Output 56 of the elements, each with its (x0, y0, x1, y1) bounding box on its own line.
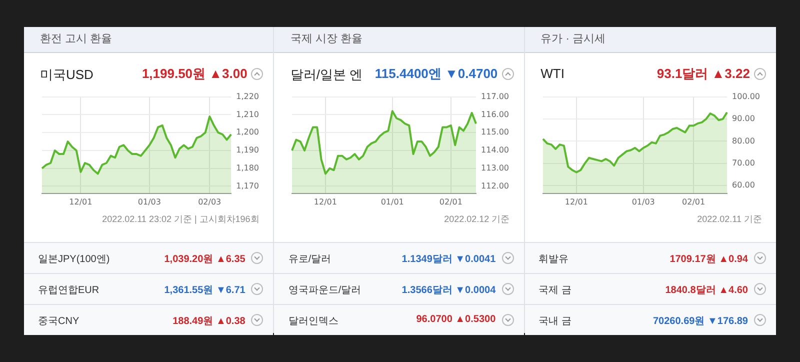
y-tick-label: 1,200 (236, 128, 260, 137)
y-tick-label: 90.00 (732, 114, 755, 124)
y-tick-label: 70.00 (732, 158, 755, 168)
x-tick-label: 01/03 (138, 197, 161, 206)
text: 70260.69원 ▼176.89 (653, 315, 748, 328)
text: 2022.02.11 기준 (697, 213, 762, 226)
text: 1,039.20원 ▲6.35 (164, 253, 246, 266)
text: 1840.8달러 ▲4.60 (665, 284, 748, 297)
y-tick-label: 1,170 (236, 181, 260, 190)
y-tick-label: 113.00 (481, 163, 510, 172)
chart-subtitle: 미국USD (40, 66, 94, 84)
y-tick-label: 1,180 (236, 163, 260, 172)
y-tick-label: 80.00 (732, 136, 755, 146)
text: 2022.02.11 23:02 기준 | 고시회차196회 (102, 213, 260, 226)
chart-subtitle: 달러/일본 엔 (290, 66, 363, 84)
text: 1.3566달러 ▼0.0004 (402, 284, 496, 297)
text: 국제 금 (538, 284, 572, 297)
x-tick-label: 01/03 (631, 197, 655, 206)
text: 115.4400엔 ▼0.4700 (374, 65, 498, 83)
text: 휘발유 (538, 253, 569, 266)
text: 1709.17원 ▲0.94 (670, 253, 748, 266)
text: 188.49원 ▲0.38 (172, 315, 246, 328)
chart-subtitle: WTI (540, 66, 564, 81)
y-tick-label: 115.00 (481, 128, 510, 137)
text: 1,361.55원 ▼6.71 (164, 284, 246, 297)
x-tick-label: 12/01 (69, 197, 92, 206)
y-tick-label: 117.00 (481, 92, 510, 101)
text: 1,199.50원 ▲3.00 (142, 65, 248, 83)
x-tick-label: 02/01 (682, 197, 705, 206)
text: 2022.02.12 기준 (444, 213, 510, 226)
x-tick-label: 02/03 (198, 197, 222, 206)
text: 96.0700 ▲0.5300 (416, 314, 496, 325)
y-tick-label: 60.00 (732, 180, 755, 190)
chart-title: 환전 고시 환율 (24, 27, 274, 53)
y-tick-label: 100.00 (732, 92, 760, 101)
x-tick-label: 01/01 (381, 197, 404, 206)
text: 유로/달러 (288, 253, 332, 266)
text: 유럽연합EUR (38, 284, 100, 297)
x-tick-label: 12/01 (564, 197, 588, 206)
y-tick-label: 1,190 (236, 146, 260, 155)
y-tick-label: 112.00 (481, 181, 510, 190)
chart-title: 유가 · 금시세 (524, 27, 776, 53)
y-tick-label: 114.00 (481, 146, 510, 155)
text: 일본JPY(100엔) (38, 253, 110, 266)
text: 중국CNY (38, 315, 80, 328)
text: 영국파운드/달러 (288, 284, 362, 297)
text: 1.1349달러 ▼0.0041 (402, 253, 496, 266)
y-tick-label: 1,220 (236, 92, 260, 101)
text: 국내 금 (538, 315, 572, 328)
chart-title: 국제 시장 환율 (274, 27, 524, 53)
text: 93.1달러 ▲3.22 (656, 65, 750, 83)
x-tick-label: 12/01 (314, 197, 338, 206)
x-tick-label: 02/01 (440, 197, 463, 206)
text: 달러인덱스 (288, 315, 338, 328)
y-tick-label: 116.00 (481, 110, 510, 119)
y-tick-label: 1,210 (236, 110, 260, 119)
